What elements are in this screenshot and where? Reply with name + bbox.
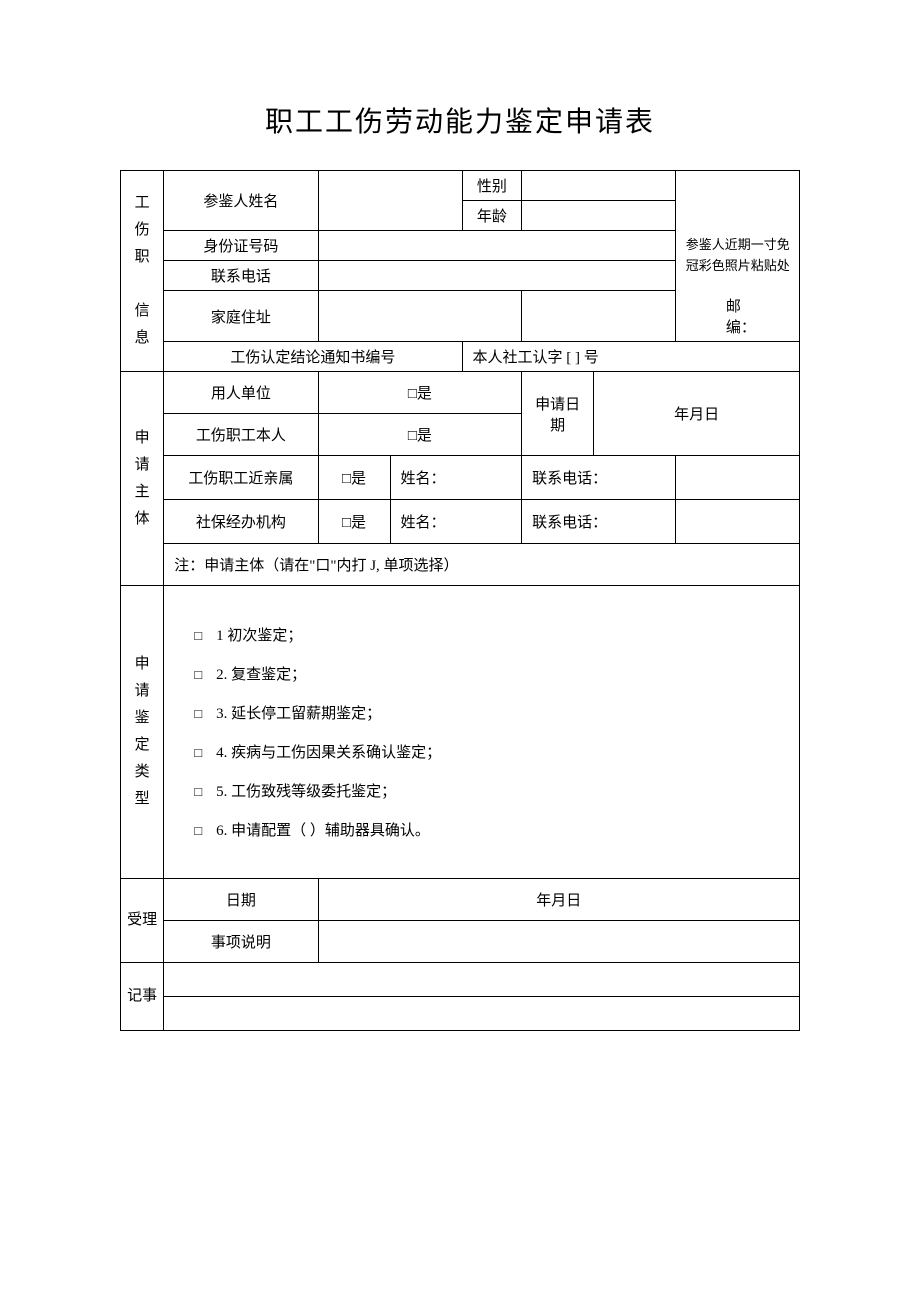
relative-contact-label: 联系电话： bbox=[522, 456, 676, 500]
age-input[interactable] bbox=[522, 201, 676, 231]
agency-checkbox[interactable]: □是 bbox=[318, 500, 390, 544]
type-item-3[interactable]: □3. 延长停工留薪期鉴定； bbox=[174, 702, 789, 723]
section-accept-label: 受理 bbox=[121, 879, 164, 963]
type-item-5[interactable]: □5. 工伤致残等级委托鉴定； bbox=[174, 780, 789, 801]
cert-value[interactable]: 本人社工认字 [ ] 号 bbox=[462, 342, 799, 372]
applicant-note: 注：申请主体（请在"口"内打 J, 单项选择） bbox=[164, 544, 800, 586]
name-label: 参鉴人姓名 bbox=[164, 171, 318, 231]
relative-name-label: 姓名： bbox=[390, 456, 522, 500]
sex-input[interactable] bbox=[522, 171, 676, 201]
self-checkbox[interactable]: □是 bbox=[318, 414, 522, 456]
agency-label: 社保经办机构 bbox=[164, 500, 318, 544]
relative-label: 工伤职工近亲属 bbox=[164, 456, 318, 500]
application-form-table: 工 伤 职 信 息 参鉴人姓名 性别 参鉴人近期一寸免冠彩色照片粘贴处 年龄 身… bbox=[120, 170, 800, 1031]
section-notes-label: 记事 bbox=[121, 963, 164, 1031]
agency-name-label: 姓名： bbox=[390, 500, 522, 544]
postal-label: 邮编： bbox=[522, 291, 676, 342]
employer-checkbox[interactable]: □是 bbox=[318, 372, 522, 414]
sex-label: 性别 bbox=[462, 171, 522, 201]
employer-label: 用人单位 bbox=[164, 372, 318, 414]
age-label: 年龄 bbox=[462, 201, 522, 231]
notes-row-1[interactable] bbox=[164, 963, 800, 997]
type-item-2[interactable]: □2. 复查鉴定； bbox=[174, 663, 789, 684]
id-input[interactable] bbox=[318, 231, 676, 261]
notes-row-2[interactable] bbox=[164, 997, 800, 1031]
id-label: 身份证号码 bbox=[164, 231, 318, 261]
section-injured-info-label: 工 伤 职 信 息 bbox=[121, 171, 164, 372]
accept-date-label: 日期 bbox=[164, 879, 318, 921]
section-applicant-label: 申 请 主 体 bbox=[121, 372, 164, 586]
phone-label: 联系电话 bbox=[164, 261, 318, 291]
type-list-cell: □1 初次鉴定； □2. 复查鉴定； □3. 延长停工留薪期鉴定； □4. 疾病… bbox=[164, 586, 800, 879]
phone-input[interactable] bbox=[318, 261, 676, 291]
section-type-label: 申 请 鉴 定 类 型 bbox=[121, 586, 164, 879]
type-item-4[interactable]: □4. 疾病与工伤因果关系确认鉴定； bbox=[174, 741, 789, 762]
accept-desc-label: 事项说明 bbox=[164, 921, 318, 963]
accept-date-value[interactable]: 年月日 bbox=[318, 879, 799, 921]
address-input[interactable] bbox=[318, 291, 522, 342]
agency-contact-label: 联系电话： bbox=[522, 500, 676, 544]
relative-contact-input[interactable] bbox=[676, 456, 800, 500]
type-item-6[interactable]: □6. 申请配置（ ）辅助器具确认。 bbox=[174, 819, 789, 840]
address-label: 家庭住址 bbox=[164, 291, 318, 342]
relative-checkbox[interactable]: □是 bbox=[318, 456, 390, 500]
cert-label: 工伤认定结论通知书编号 bbox=[164, 342, 462, 372]
name-input[interactable] bbox=[318, 171, 462, 231]
apply-date-label: 申请日期 bbox=[522, 372, 594, 456]
self-label: 工伤职工本人 bbox=[164, 414, 318, 456]
page-title: 职工工伤劳动能力鉴定申请表 bbox=[120, 100, 800, 140]
accept-desc-input[interactable] bbox=[318, 921, 799, 963]
apply-date-value[interactable]: 年月日 bbox=[594, 372, 800, 456]
agency-contact-input[interactable] bbox=[676, 500, 800, 544]
type-item-1[interactable]: □1 初次鉴定； bbox=[174, 624, 789, 645]
